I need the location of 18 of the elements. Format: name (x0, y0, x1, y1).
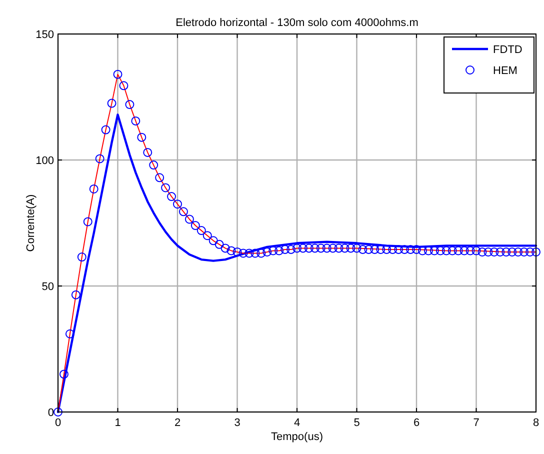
x-tick-label: 8 (532, 417, 540, 429)
x-tick-label: 5 (354, 417, 360, 429)
x-tick-label: 2 (174, 417, 181, 429)
chart-title: Eletrodo horizontal - 130m solo com 4000ohms.m (176, 17, 418, 29)
y-axis-title: Corrente(A) (25, 194, 37, 252)
x-tick-label: 1 (114, 417, 121, 429)
y-tick-label: 50 (42, 281, 54, 293)
x-tick-label: 6 (413, 417, 420, 429)
legend-label: HEM (493, 65, 518, 77)
x-tick-label: 3 (234, 417, 240, 429)
y-tick-label: 150 (36, 29, 54, 41)
legend-label: FDTD (493, 44, 522, 56)
x-axis-title: Tempo(us) (271, 431, 323, 443)
x-tick-label: 7 (473, 417, 480, 429)
y-tick-label: 100 (36, 155, 54, 167)
x-tick-label: 4 (294, 417, 300, 429)
y-tick-label: 0 (48, 407, 54, 419)
x-tick-label: 0 (54, 417, 62, 429)
